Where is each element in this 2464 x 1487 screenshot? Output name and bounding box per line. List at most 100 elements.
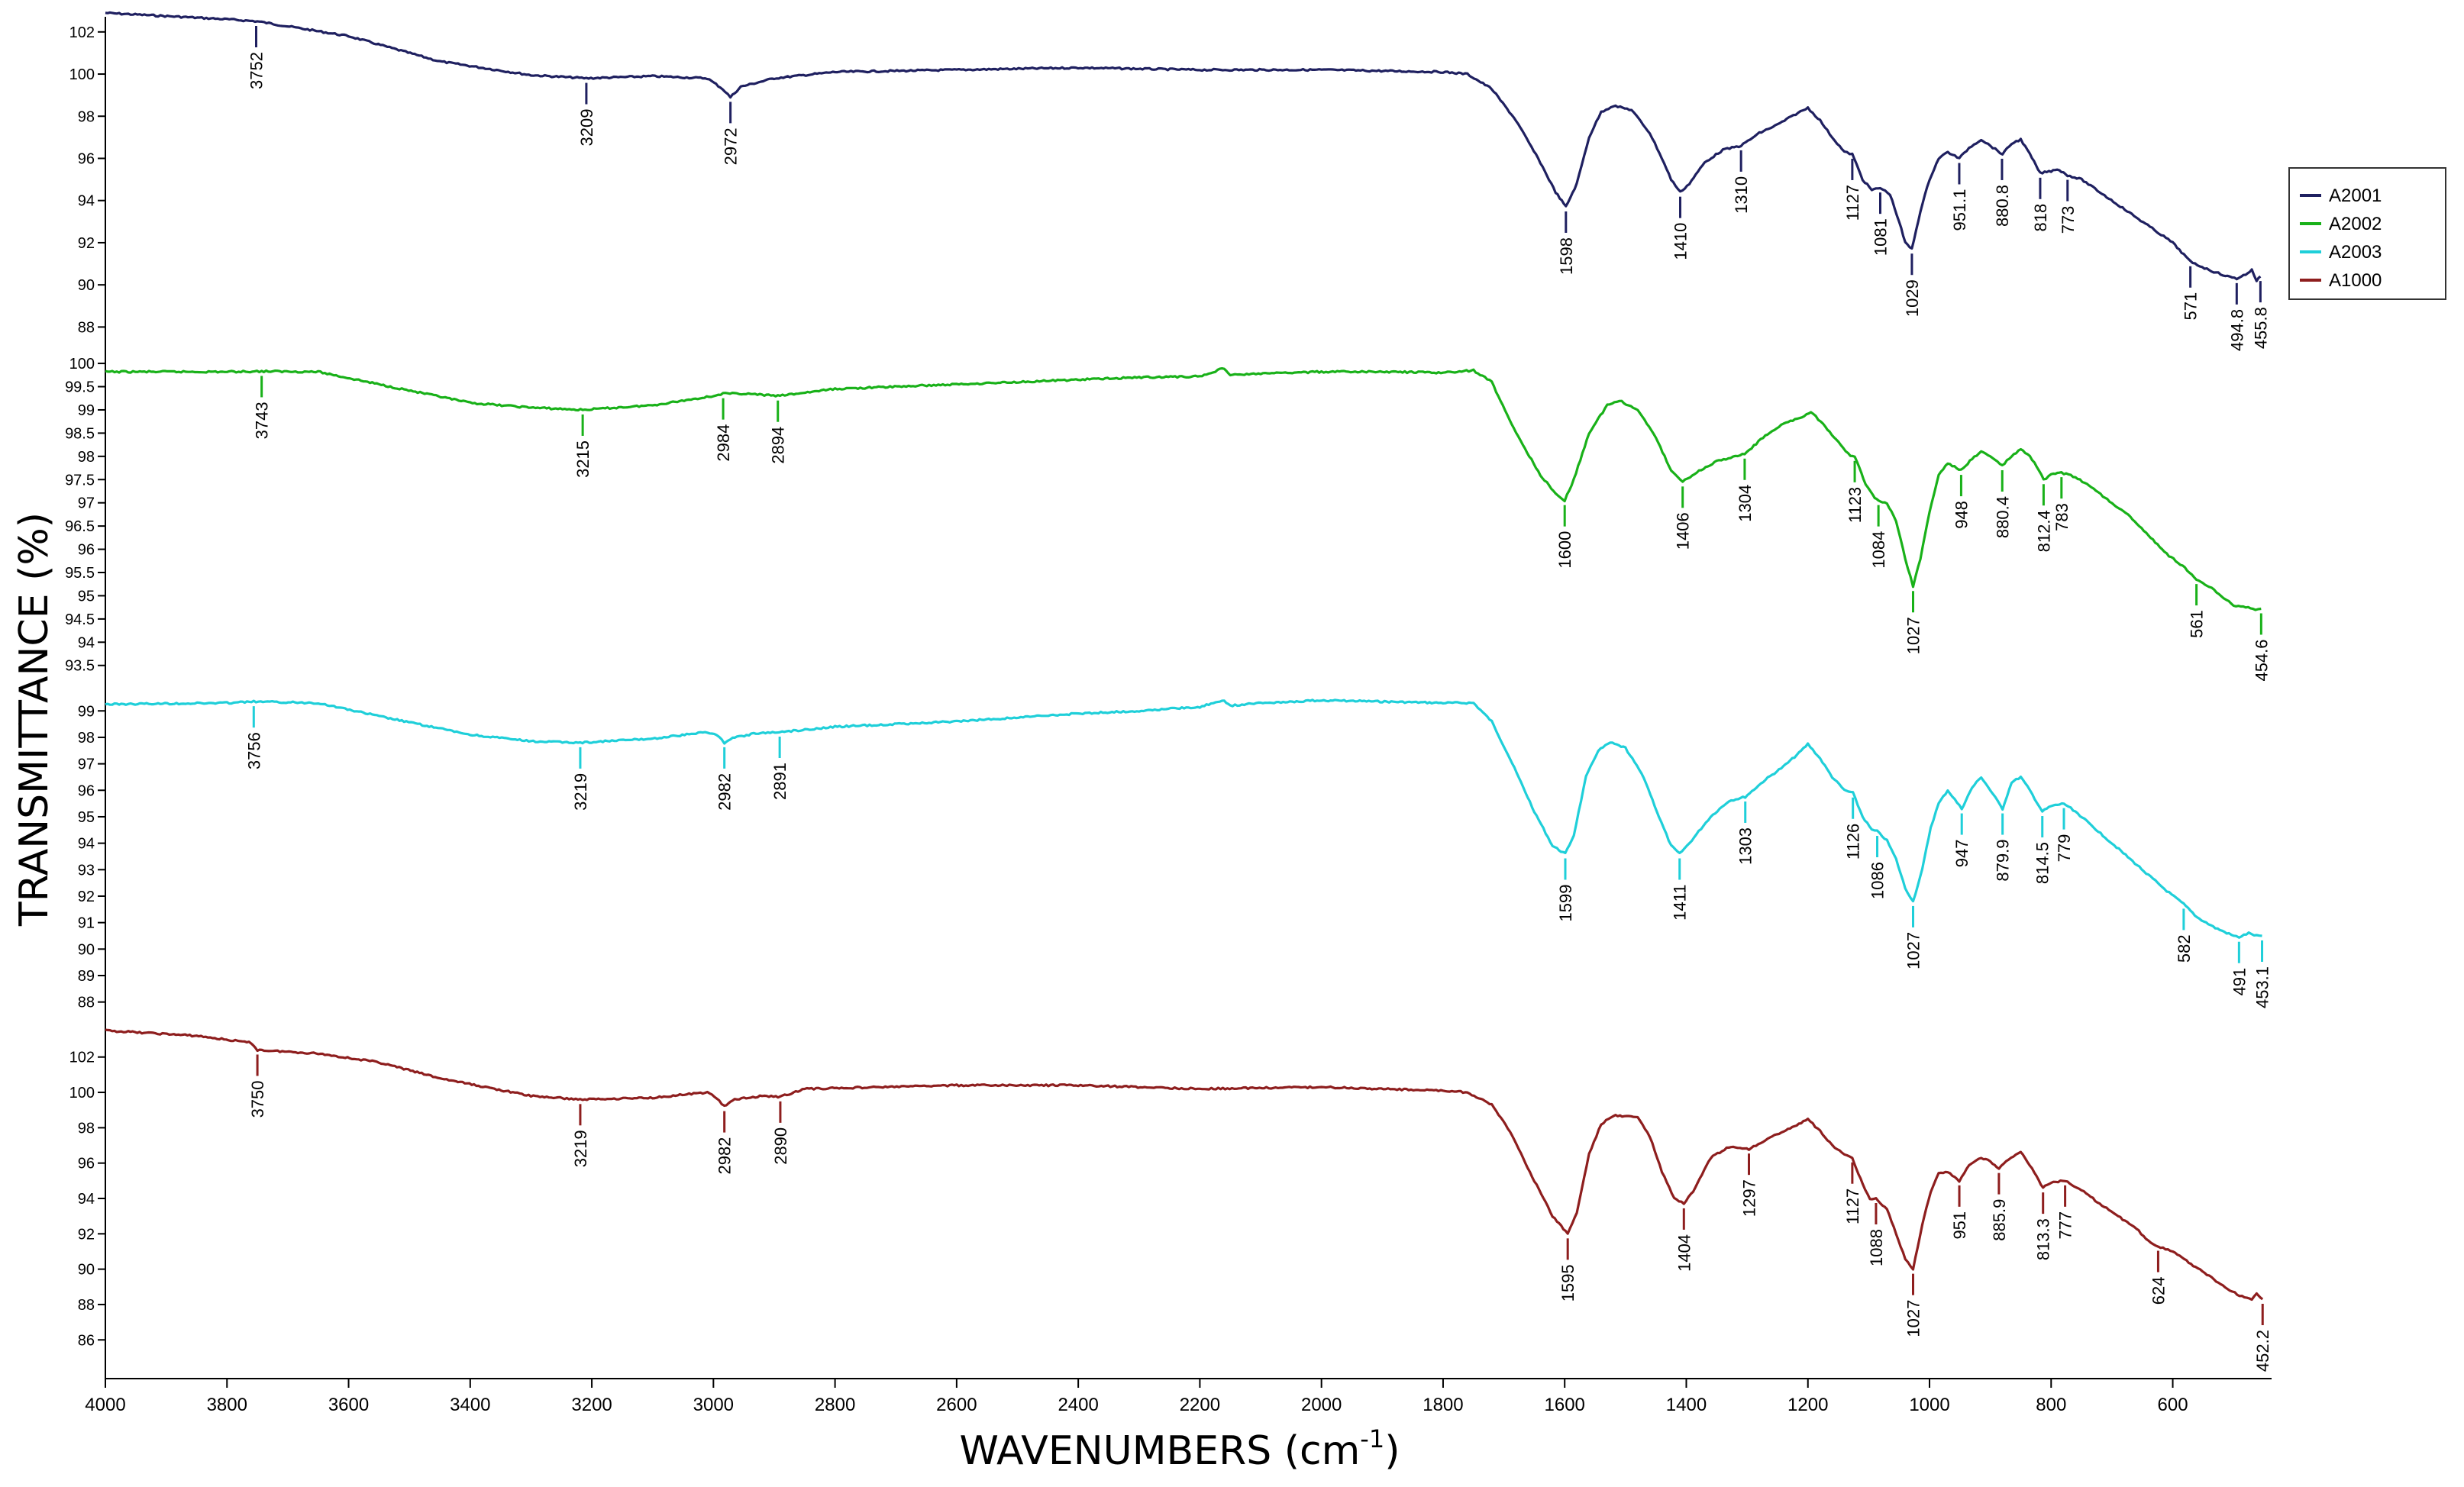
y-tick-label: 89 bbox=[78, 968, 95, 985]
peak-label: 814.5 bbox=[2033, 842, 2052, 884]
peak-label: 1088 bbox=[1867, 1229, 1886, 1266]
peak-label: 454.6 bbox=[2252, 639, 2271, 681]
peak-label: 2982 bbox=[715, 1137, 735, 1175]
peak-label: 773 bbox=[2059, 206, 2078, 234]
peak-label: 813.3 bbox=[2034, 1218, 2053, 1260]
y-tick-label: 97.5 bbox=[65, 472, 95, 489]
y-tick-label: 96 bbox=[78, 1156, 95, 1173]
peak-label: 571 bbox=[2181, 292, 2201, 321]
peak-label: 494.8 bbox=[2227, 309, 2246, 351]
y-tick-label: 99 bbox=[78, 703, 95, 720]
peak-label: 3750 bbox=[248, 1080, 267, 1118]
peak-label: 3743 bbox=[253, 402, 272, 439]
y-tick-label: 99.5 bbox=[65, 379, 95, 396]
y-tick-label: 93.5 bbox=[65, 658, 95, 675]
peak-label: 2894 bbox=[769, 427, 788, 464]
peak-label: 1599 bbox=[1556, 885, 1575, 922]
peak-label: 783 bbox=[2052, 503, 2072, 531]
peak-label: 561 bbox=[2188, 610, 2207, 638]
panel-a1000: 86 88 90 92 94 96 98 100 102 3750 3219 2982 2890 1595… bbox=[69, 1028, 2272, 1372]
peak-label: 2972 bbox=[722, 127, 741, 165]
peak-label: 1084 bbox=[1869, 531, 1888, 569]
y-tick-label: 94.5 bbox=[65, 611, 95, 628]
y-tick-label: 100 bbox=[69, 1085, 95, 1102]
y-tick-label: 98.5 bbox=[65, 425, 95, 442]
y-tick-label: 95.5 bbox=[65, 565, 95, 582]
y-tick-label: 99 bbox=[78, 402, 95, 419]
peak-label: 1126 bbox=[1844, 824, 1863, 860]
series-line-a2002 bbox=[105, 367, 2262, 611]
x-tick-label: 3200 bbox=[571, 1395, 612, 1415]
peak-label: 3219 bbox=[571, 1130, 590, 1167]
x-tick-label: 1200 bbox=[1787, 1395, 1828, 1415]
y-tick-label: 90 bbox=[78, 1262, 95, 1279]
peak-label: 948 bbox=[1952, 501, 1971, 529]
peak-label: 1304 bbox=[1736, 485, 1755, 522]
y-tick-label: 97 bbox=[78, 756, 95, 773]
x-axis-label-superscript: -1 bbox=[1360, 1424, 1384, 1453]
x-tick-label: 1800 bbox=[1423, 1395, 1463, 1415]
panel-a2001: 88 90 92 94 96 98 100 102 3752 3209 2972 1598 1410 13… bbox=[69, 11, 2270, 351]
peak-label: 3219 bbox=[571, 773, 590, 811]
y-tick-label: 98 bbox=[78, 108, 95, 125]
legend-entry-a1000: A1000 bbox=[2329, 270, 2382, 291]
legend-entry-a2003: A2003 bbox=[2329, 242, 2382, 263]
legend-box bbox=[2288, 167, 2446, 300]
peak-label: 453.1 bbox=[2253, 966, 2272, 1008]
y-tick-label: 94 bbox=[78, 193, 95, 210]
peak-label: 2891 bbox=[770, 763, 790, 800]
y-tick-label: 97 bbox=[78, 495, 95, 512]
peak-label: 1411 bbox=[1671, 885, 1690, 921]
peak-label: 491 bbox=[2230, 968, 2249, 996]
x-axis-label-text: WAVENUMBERS (cm bbox=[959, 1428, 1360, 1474]
peak-label: 812.4 bbox=[2034, 510, 2053, 552]
peak-label: 1297 bbox=[1740, 1179, 1759, 1217]
peak-label: 3756 bbox=[244, 732, 263, 769]
legend-entry-a2002: A2002 bbox=[2329, 214, 2382, 234]
peak-label: 582 bbox=[2175, 934, 2194, 963]
peak-label: 951 bbox=[1950, 1211, 1969, 1240]
peak-label: 818 bbox=[2031, 204, 2050, 232]
peak-label: 1303 bbox=[1736, 827, 1755, 865]
y-axis-label: TRANSMITTANCE (%) bbox=[11, 512, 57, 927]
y-tick-label: 96 bbox=[78, 150, 95, 167]
peak-label: 1600 bbox=[1555, 531, 1574, 569]
peak-label: 1404 bbox=[1674, 1234, 1694, 1272]
peak-label: 2982 bbox=[715, 773, 735, 811]
y-tick-label: 92 bbox=[78, 235, 95, 252]
peak-label: 455.8 bbox=[2251, 307, 2270, 349]
peak-label: 1406 bbox=[1674, 512, 1693, 550]
peak-label: 1027 bbox=[1904, 1300, 1923, 1337]
x-axis-label-close: ) bbox=[1384, 1428, 1400, 1474]
y-tick-label: 95 bbox=[78, 809, 95, 826]
x-tick-label: 3600 bbox=[328, 1395, 369, 1415]
peak-label: 885.9 bbox=[1990, 1199, 2009, 1241]
peak-label: 3209 bbox=[577, 109, 596, 147]
peak-label: 777 bbox=[2056, 1211, 2075, 1240]
peak-label: 879.9 bbox=[1994, 840, 2013, 882]
y-tick-label: 92 bbox=[78, 889, 95, 905]
x-tick-label: 1000 bbox=[1909, 1395, 1949, 1415]
x-tick-label: 1600 bbox=[1545, 1395, 1585, 1415]
peak-label: 1086 bbox=[1868, 862, 1888, 899]
x-tick-label: 1400 bbox=[1666, 1395, 1707, 1415]
peak-label: 3752 bbox=[247, 52, 266, 89]
x-tick-label: 3000 bbox=[693, 1395, 734, 1415]
peak-label: 947 bbox=[1952, 840, 1972, 868]
peak-label: 1410 bbox=[1671, 223, 1691, 260]
peak-label: 1127 bbox=[1843, 185, 1862, 221]
peak-label: 951.1 bbox=[1950, 189, 1969, 231]
x-tick-label: 2200 bbox=[1180, 1395, 1220, 1415]
y-tick-label: 88 bbox=[78, 995, 95, 1011]
peak-label: 1027 bbox=[1904, 932, 1923, 969]
y-tick-label: 96 bbox=[78, 542, 95, 559]
y-tick-label: 90 bbox=[78, 277, 95, 294]
x-tick-label: 2800 bbox=[815, 1395, 855, 1415]
panel-a2002: 93.5 94 94.5 95 95.5 96 96.5 97 97.5 98 98.5 99 99.5… bbox=[65, 356, 2271, 681]
peak-label: 1598 bbox=[1557, 237, 1576, 275]
series-line-a1000 bbox=[105, 1028, 2264, 1302]
peak-label: 624 bbox=[2149, 1277, 2168, 1305]
x-axis-label: WAVENUMBERS (cm-1) bbox=[959, 1424, 1400, 1474]
